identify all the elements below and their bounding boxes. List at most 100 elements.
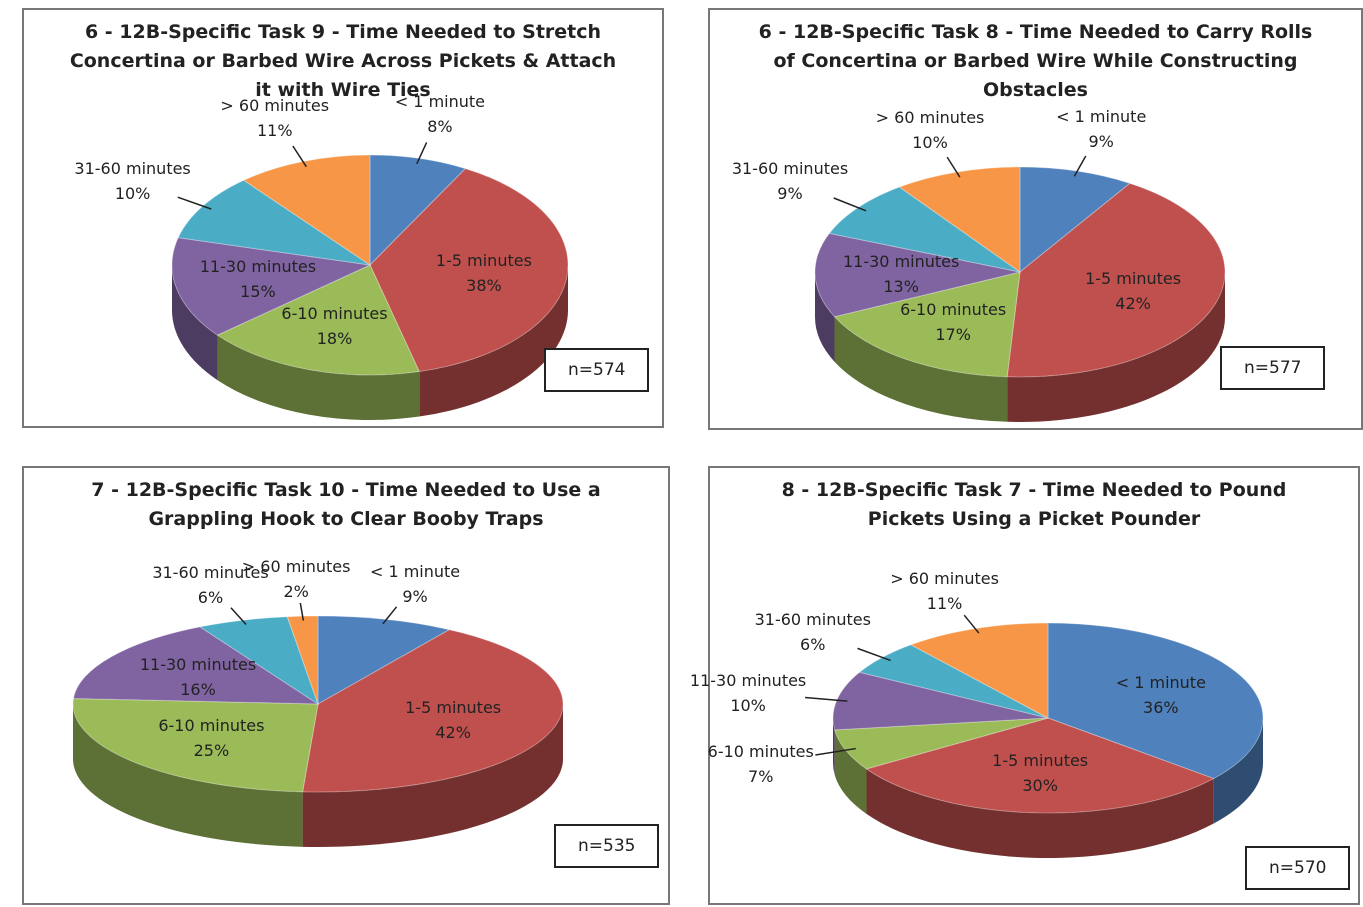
slice-category: 6-10 minutes (158, 715, 265, 735)
slice-label: 6-10 minutes 17% (893, 297, 1013, 347)
slice-value: 7% (748, 766, 774, 786)
slice-category: 11-30 minutes (139, 654, 257, 674)
chart-title: 7 - 12B-Specific Task 10 - Time Needed t… (91, 479, 601, 530)
slice-label: 31-60 minutes 6% (150, 560, 270, 610)
pie-tops (171, 154, 569, 376)
slice-label: > 60 minutes 11% (885, 566, 1005, 616)
pie-sides (815, 272, 1225, 422)
pie-chart (805, 614, 1264, 858)
sample-size: n=577 (1220, 346, 1326, 390)
slice-category: < 1 minute (369, 562, 461, 581)
pie-slice-side (172, 265, 218, 381)
slice-value: 9% (1088, 131, 1114, 151)
slice-label: > 60 minutes 11% (215, 93, 335, 143)
chart-panel: 6 - 12B-Specific Task 9 - Time Needed to… (22, 8, 664, 428)
slice-value: 8% (427, 116, 453, 136)
slice-label: < 1 minute 9% (355, 559, 475, 609)
slice-category: > 60 minutes (890, 569, 999, 589)
leader-line (382, 606, 398, 625)
slice-value: 11% (256, 121, 293, 141)
slice-value: 10% (730, 695, 766, 715)
chart-title: 6 - 12B-Specific Task 8 - Time Needed to… (758, 21, 1313, 101)
slice-value: 42% (1115, 293, 1151, 313)
pie-slice (1047, 622, 1264, 780)
slice-label: 6-10 minutes 7% (701, 739, 821, 789)
slice-value: 2% (283, 582, 309, 602)
pie-slice-side (419, 265, 568, 417)
pie-slice (216, 264, 420, 376)
pie-slice (1006, 182, 1226, 378)
leader-line (292, 145, 307, 168)
slice-label: 1-5 minutes 42% (393, 695, 513, 745)
pie-sides (172, 265, 568, 420)
slice-value: 11% (926, 594, 963, 614)
slice-value: 15% (240, 281, 276, 301)
slice-value: 16% (180, 679, 216, 699)
slice-category: > 60 minutes (875, 108, 985, 128)
slice-category: < 1 minute (394, 91, 485, 111)
leader-lines (177, 142, 428, 210)
chart-panel: 6 - 12B-Specific Task 8 - Time Needed to… (708, 8, 1363, 430)
slice-label: 11-30 minutes 13% (841, 249, 961, 299)
slice-category: > 60 minutes (241, 557, 351, 577)
pie-slice-side (866, 768, 1214, 858)
slice-value: 9% (777, 183, 803, 203)
leader-line (230, 607, 247, 625)
chart-title: 8 - 12B-Specific Task 7 - Time Needed to… (781, 479, 1287, 530)
slice-category: 31-60 minutes (731, 158, 849, 178)
slice-category: < 1 minute (1115, 672, 1206, 692)
pie-slice-side (815, 272, 835, 362)
leader-line (416, 142, 428, 165)
pie-slice-side (73, 704, 303, 847)
pie-tops (72, 615, 564, 793)
pie-slice (369, 168, 569, 373)
slice-value: 38% (466, 275, 502, 295)
sample-size: n=535 (554, 824, 660, 868)
slice-label: 6-10 minutes 18% (275, 301, 395, 351)
chart-panel: 8 - 12B-Specific Task 7 - Time Needed to… (690, 466, 1360, 905)
sample-size: n=570 (1245, 846, 1351, 890)
pie-slice-side (833, 718, 835, 775)
slice-category: 31-60 minutes (754, 610, 871, 629)
slice-category: 6-10 minutes (707, 741, 814, 761)
slice-label: 31-60 minutes 10% (73, 156, 193, 206)
slice-label: > 60 minutes 10% (870, 105, 990, 155)
slice-category: > 60 minutes (220, 96, 330, 116)
pie-slice-side (1213, 718, 1263, 824)
slice-label: 31-60 minutes 6% (753, 607, 873, 657)
chart-panel: 7 - 12B-Specific Task 10 - Time Needed t… (22, 466, 670, 905)
leader-line (833, 197, 867, 212)
leader-lines (805, 614, 980, 756)
slice-category: 31-60 minutes (74, 159, 191, 179)
slice-value: 25% (193, 740, 230, 760)
slice-category: 1-5 minutes (1085, 268, 1182, 288)
slice-label: > 60 minutes 2% (236, 554, 356, 604)
slice-value: 6% (197, 588, 224, 608)
pie-tops (814, 166, 1226, 378)
slice-label: 11-30 minutes 16% (138, 652, 258, 702)
pie-slice (865, 717, 1215, 814)
slice-category: 11-30 minutes (842, 251, 960, 271)
sample-size: n=574 (544, 348, 650, 392)
slice-value: 13% (883, 276, 919, 296)
pie-slice-side (302, 704, 563, 847)
pie-chart (814, 155, 1226, 422)
pie-slice (72, 697, 319, 793)
pie-sides (73, 704, 563, 847)
slice-category: 6-10 minutes (281, 303, 388, 323)
slice-category: 11-30 minutes (689, 670, 807, 690)
leader-line (177, 196, 212, 210)
slice-value: 9% (402, 587, 428, 606)
slice-value: 30% (1022, 775, 1058, 795)
leader-line (299, 602, 305, 621)
pie-slice (833, 271, 1021, 378)
pie-slice (302, 629, 564, 793)
pie-slice (814, 232, 1021, 318)
slice-category: 1-5 minutes (405, 697, 502, 717)
slice-label: < 1 minute 8% (380, 89, 500, 139)
chart-title: 6 - 12B-Specific Task 9 - Time Needed to… (69, 21, 617, 101)
slice-label: 1-5 minutes 42% (1073, 266, 1193, 316)
leader-line (805, 696, 848, 702)
slice-label: 6-10 minutes 25% (151, 713, 271, 763)
pie-slice-side (834, 316, 1008, 422)
